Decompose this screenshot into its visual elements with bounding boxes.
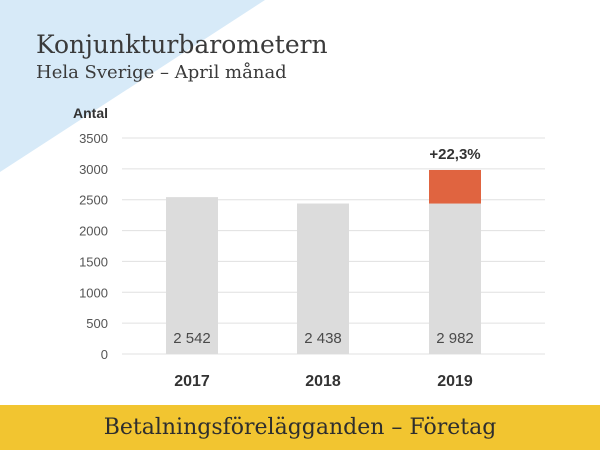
y-tick-label: 2500 [79,193,108,208]
x-tick-label: 2018 [305,373,341,390]
bar-increase-2019 [429,169,481,204]
y-tick-label: 2000 [79,224,108,239]
y-tick-label: 3000 [79,162,108,177]
x-tick-label: 2019 [437,373,473,390]
data-label: 2 438 [304,330,342,347]
bar-2017 [166,197,218,354]
page-subtitle: Hela Sverige – April månad [36,62,287,83]
increase-label: +22,3% [429,146,480,163]
bar-2019 [429,203,481,354]
corner-triangle [0,0,265,172]
y-tick-label: 500 [86,316,108,331]
footer-label: Betalningsförelägganden – Företag [103,415,497,440]
page-title: Konjunkturbarometern [36,30,328,59]
x-tick-label: 2017 [174,373,210,390]
bar-2018 [297,203,349,354]
y-tick-label: 1000 [79,285,108,300]
y-tick-label: 3500 [79,131,108,146]
y-axis-label: Antal [73,105,108,121]
y-tick-label: 1500 [79,254,108,269]
footer-banner: Betalningsförelägganden – Företag [0,405,600,450]
bar-chart: Antal 0 500 1000 1500 2000 2500 3000 3500 2 542 20… [73,105,545,390]
data-label: 2 982 [436,330,474,347]
y-tick-label: 0 [101,347,108,362]
data-label: 2 542 [173,330,211,347]
